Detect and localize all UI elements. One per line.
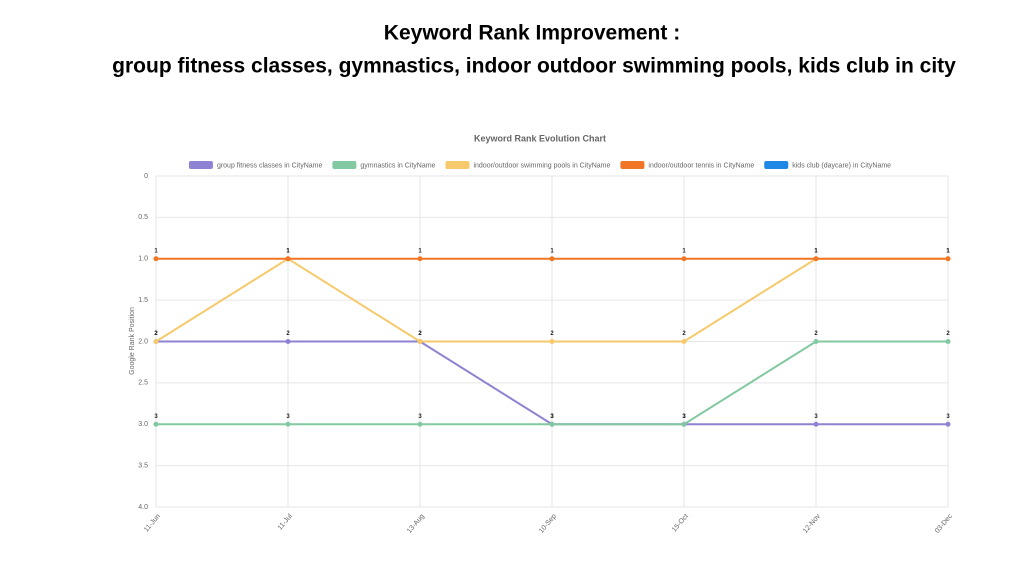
data-label: 1 <box>286 248 290 254</box>
y-tick-label: 1.5 <box>138 297 148 304</box>
chart-title: Keyword Rank Evolution Chart <box>474 133 606 143</box>
point <box>945 339 951 344</box>
data-label: 3 <box>154 414 158 420</box>
legend-label: kids club (daycare) in CityName <box>792 162 891 169</box>
legend-label: group fitness classes in CityName <box>217 162 323 169</box>
point <box>813 256 819 262</box>
data-label: 1 <box>946 248 950 254</box>
data-label: 1 <box>814 248 818 254</box>
x-tick-label: 13-Aug <box>406 513 426 535</box>
point <box>153 339 159 344</box>
point <box>417 256 423 262</box>
y-tick-label: 0.5 <box>138 214 148 221</box>
x-tick-label: 12-Nov <box>802 513 822 535</box>
y-tick-label: 0 <box>144 173 148 180</box>
data-label: 1 <box>286 248 290 254</box>
point <box>945 421 951 427</box>
page-title: Keyword Rank Improvement : <box>384 22 680 45</box>
data-label: 2 <box>154 331 158 337</box>
data-label: 2 <box>946 331 950 337</box>
data-label: 1 <box>814 248 818 254</box>
point <box>549 256 555 262</box>
y-tick-label: 3.5 <box>138 462 148 469</box>
data-label: 2 <box>682 331 686 337</box>
x-tick-label: 10-Sep <box>538 513 558 535</box>
x-tick-label: 03-Dec <box>934 513 954 535</box>
legend-swatch <box>188 161 213 169</box>
legend-swatch <box>332 161 357 169</box>
point <box>417 421 423 427</box>
legend-swatch <box>620 161 645 169</box>
point <box>681 256 687 262</box>
legend-swatch <box>445 161 470 169</box>
data-label: 1 <box>550 248 554 254</box>
data-label: 2 <box>286 331 290 337</box>
y-tick-label: 3.0 <box>138 421 148 428</box>
y-tick-label: 2.5 <box>138 380 148 387</box>
data-label: 2 <box>814 331 818 337</box>
legend-swatch <box>764 161 789 169</box>
data-label: 3 <box>946 414 950 420</box>
point <box>681 421 687 427</box>
x-tick-label: 11-Jun <box>143 513 162 534</box>
y-tick-label: 4.0 <box>138 504 148 511</box>
data-label: 3 <box>286 414 290 420</box>
legend-label: indoor/outdoor tennis in CityName <box>648 162 754 169</box>
data-label: 3 <box>418 414 422 420</box>
data-label: 1 <box>946 248 950 254</box>
data-label: 3 <box>682 414 686 420</box>
data-label: 2 <box>550 331 554 337</box>
data-label: 1 <box>682 248 686 254</box>
legend: group fitness classes in CityName gymnast… <box>188 161 891 169</box>
data-label: 2 <box>418 331 422 337</box>
data-label: 3 <box>682 414 686 420</box>
point <box>153 256 159 262</box>
point <box>813 339 819 344</box>
point <box>945 256 951 262</box>
point <box>285 339 291 344</box>
data-label: 1 <box>154 248 158 254</box>
point <box>285 256 291 262</box>
data-label: 1 <box>418 248 422 254</box>
point <box>681 339 687 344</box>
point <box>285 421 291 427</box>
y-tick-label: 1.0 <box>138 256 148 263</box>
page-subtitle: group fitness classes, gymnastics, indoo… <box>112 55 956 78</box>
point <box>417 339 423 344</box>
point <box>549 339 555 344</box>
data-label: 3 <box>814 414 818 420</box>
point <box>153 421 159 427</box>
y-axis-label: Google Rank Position <box>129 307 136 375</box>
x-tick-label: 11-Jul <box>277 513 295 532</box>
data-label: 3 <box>550 414 554 420</box>
x-tick-label: 15-Oct <box>671 513 690 534</box>
legend-label: gymnastics in CityName <box>360 162 435 169</box>
data-label: 2 <box>418 331 422 337</box>
data-label: 2 <box>154 331 158 337</box>
point <box>549 421 555 427</box>
data-label: 3 <box>550 414 554 420</box>
y-tick-label: 2.0 <box>138 338 148 345</box>
point <box>813 421 819 427</box>
legend-label: indoor/outdoor swimming pools in CityNam… <box>473 162 610 169</box>
